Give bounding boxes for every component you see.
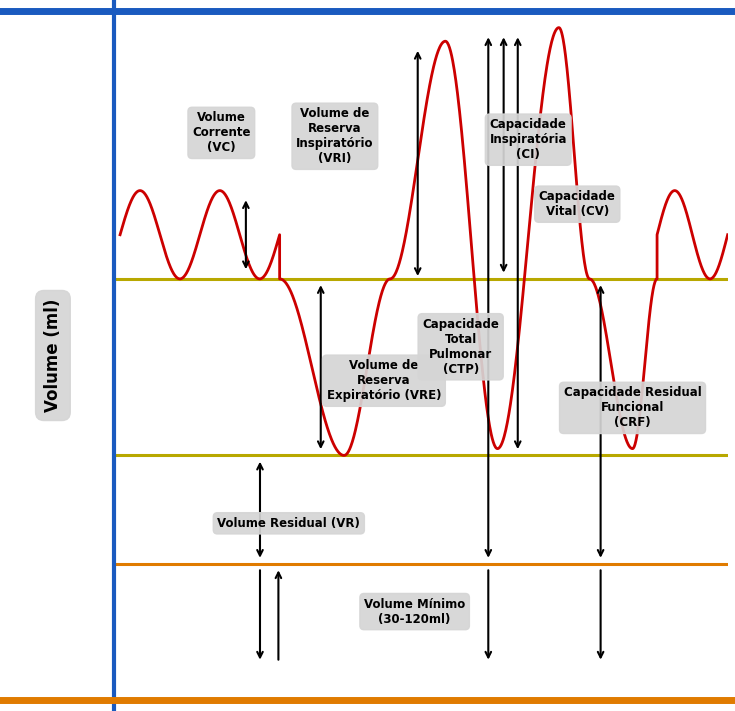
Text: Volume (ml): Volume (ml) (44, 299, 62, 412)
Text: Capacidade
Inspiratória
(CI): Capacidade Inspiratória (CI) (490, 118, 567, 161)
Text: Capacidade
Total
Pulmonar
(CTP): Capacidade Total Pulmonar (CTP) (422, 318, 499, 376)
Text: Volume
Corrente
(VC): Volume Corrente (VC) (192, 112, 251, 154)
Text: Volume Residual (VR): Volume Residual (VR) (218, 517, 360, 530)
Text: Volume de
Reserva
Expiratório (VRE): Volume de Reserva Expiratório (VRE) (327, 359, 441, 402)
Text: Capacidade Residual
Funcional
(CRF): Capacidade Residual Funcional (CRF) (564, 386, 701, 429)
Text: Volume Mínimo
(30-120ml): Volume Mínimo (30-120ml) (364, 597, 465, 626)
Text: Volume de
Reserva
Inspiratório
(VRI): Volume de Reserva Inspiratório (VRI) (296, 107, 373, 165)
Text: Capacidade
Vital (CV): Capacidade Vital (CV) (539, 190, 616, 218)
